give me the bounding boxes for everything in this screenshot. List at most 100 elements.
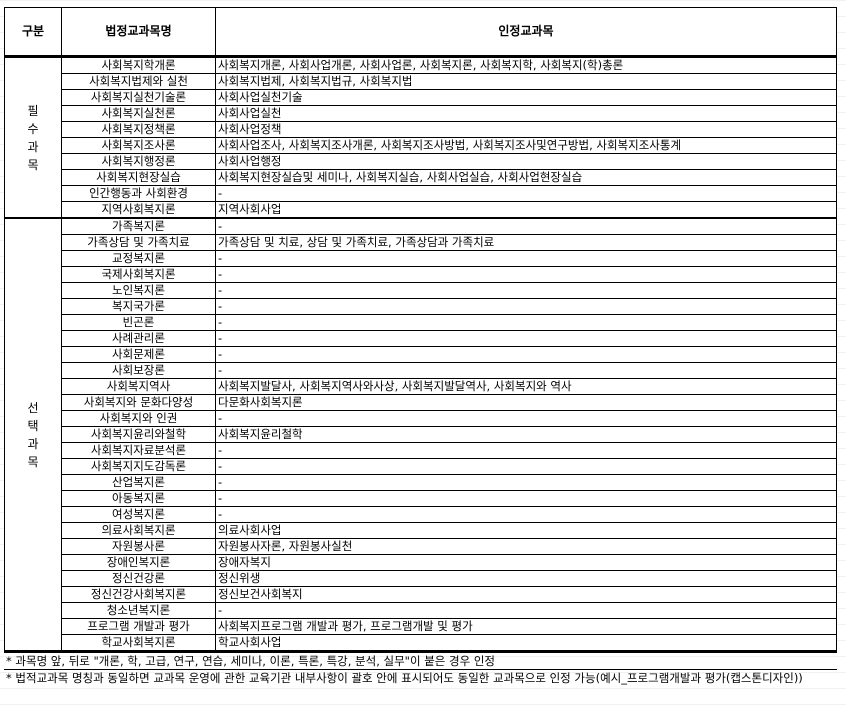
recognized-subjects-cell: - <box>215 217 837 235</box>
table-row: 정신건강론 정신위생 <box>5 570 837 587</box>
legal-subject-cell: 프로그램 개발과 평가 <box>61 618 216 635</box>
table-row: 사회복지행정론 사회사업행정 <box>5 153 837 170</box>
table-row: 정신건강사회복지론 정신보건사회복지 <box>5 586 837 603</box>
legal-subject-cell: 자원봉사론 <box>61 538 216 555</box>
recognized-subjects-cell: 사회사업행정 <box>215 153 837 170</box>
table-row: 사회복지현장실습 사회복지현장실습및 세미나, 사회복지실습, 사회사업실습, 사… <box>5 169 837 186</box>
legal-subject-cell: 인간행동과 사회환경 <box>61 185 216 202</box>
legal-subject-cell: 사회복지지도감독론 <box>61 458 216 475</box>
recognized-subjects-cell: - <box>215 282 837 299</box>
group-label-text: 필수과목 <box>27 103 39 172</box>
legal-subject-cell: 국제사회복지론 <box>61 266 216 283</box>
legal-subject-cell: 사회복지자료분석론 <box>61 442 216 459</box>
table-row: 빈곤론 - <box>5 314 837 331</box>
legal-subject-cell: 청소년복지론 <box>61 602 216 619</box>
legal-subject-cell: 복지국가론 <box>61 298 216 315</box>
table-row: 의료사회복지론 의료사회사업 <box>5 522 837 539</box>
recognized-subjects-cell: 정신위생 <box>215 570 837 587</box>
legal-subject-cell: 정신건강사회복지론 <box>61 586 216 603</box>
legal-subject-cell: 사회복지행정론 <box>61 153 216 170</box>
recognized-subjects-cell: 사회사업정책 <box>215 121 837 138</box>
recognized-subjects-cell: 다문화사회복지론 <box>215 394 837 411</box>
table-row: 사회복지역사 사회복지발달사, 사회복지역사와사상, 사회복지발달역사, 사회복지… <box>5 378 837 395</box>
recognized-subjects-cell: 사회사업조사, 사회복지조사개론, 사회복지조사방법, 사회복지조사및연구방법,… <box>215 137 837 154</box>
recognized-subjects-cell: - <box>215 330 837 347</box>
recognized-subjects-cell: 사회복지발달사, 사회복지역사와사상, 사회복지발달역사, 사회복지와 역사 <box>215 378 837 395</box>
table-row: 사회복지와 인권 - <box>5 410 837 427</box>
group-label-text: 선택과목 <box>27 400 39 469</box>
table-row: 아동복지론 - <box>5 490 837 507</box>
recognized-subjects-cell: 정신보건사회복지 <box>215 586 837 603</box>
legal-subject-cell: 아동복지론 <box>61 490 216 507</box>
table-row: 노인복지론 - <box>5 282 837 299</box>
table-row: 가족상담 및 가족치료 가족상담 및 치료, 상담 및 가족치료, 가족상담과 가… <box>5 234 837 251</box>
legal-subject-cell: 가족상담 및 가족치료 <box>61 234 216 251</box>
table-row: 사회복지지도감독론 - <box>5 458 837 475</box>
legal-subject-cell: 학교사회복지론 <box>61 634 216 651</box>
table-row: 장애인복지론 장애자복지 <box>5 554 837 571</box>
legal-subject-cell: 의료사회복지론 <box>61 522 216 539</box>
recognized-subjects-cell: 사회복지현장실습및 세미나, 사회복지실습, 사회사업실습, 사회사업현장실습 <box>215 169 837 186</box>
legal-subject-cell: 사회복지정책론 <box>61 121 216 138</box>
table-row: 프로그램 개발과 평가 사회복지프로그램 개발과 평가, 프로그램개발 및 평가 <box>5 618 837 635</box>
legal-subject-cell: 사회복지학개론 <box>61 56 216 74</box>
recognized-subjects-cell: - <box>215 185 837 202</box>
table-row: 사례관리론 - <box>5 330 837 347</box>
legal-subject-cell: 사회복지실천기술론 <box>61 89 216 106</box>
recognized-subjects-cell: - <box>215 602 837 619</box>
legal-subject-cell: 가족복지론 <box>61 217 216 235</box>
recognized-subjects-cell: - <box>215 362 837 379</box>
table-row: 사회보장론 - <box>5 362 837 379</box>
header-category: 구분 <box>4 7 62 57</box>
legal-subject-cell: 사회보장론 <box>61 362 216 379</box>
table-row: 사회복지정책론 사회사업정책 <box>5 121 837 138</box>
legal-subject-cell: 정신건강론 <box>61 570 216 587</box>
recognized-subjects-cell: 의료사회사업 <box>215 522 837 539</box>
note-2: * 법적교과목 명칭과 동일하면 교과목 운영에 관한 교육기관 내부사항이 괄… <box>6 671 803 685</box>
recognized-subjects-cell: 사회복지윤리철학 <box>215 426 837 443</box>
legal-subject-cell: 사회복지조사론 <box>61 137 216 154</box>
legal-subject-cell: 노인복지론 <box>61 282 216 299</box>
group-label: 필수과목 <box>4 56 62 219</box>
table-row: 교정복지론 - <box>5 250 837 267</box>
recognized-subjects-cell: 가족상담 및 치료, 상담 및 가족치료, 가족상담과 가족치료 <box>215 234 837 251</box>
legal-subject-cell: 사회복지와 인권 <box>61 410 216 427</box>
table-row: 사회문제론 - <box>5 346 837 363</box>
header-legal-subject: 법정교과목명 <box>61 7 216 57</box>
table-row: 인간행동과 사회환경 - <box>5 185 837 202</box>
recognized-subjects-cell: 학교사회사업 <box>215 634 837 651</box>
recognized-subjects-cell: 사회복지법제, 사회복지법규, 사회복지법 <box>215 73 837 90</box>
recognized-subjects-cell: - <box>215 490 837 507</box>
table-row: 사회복지조사론 사회사업조사, 사회복지조사개론, 사회복지조사방법, 사회복지조… <box>5 137 837 154</box>
legal-subject-cell: 사회복지실천론 <box>61 105 216 122</box>
legal-subject-cell: 여성복지론 <box>61 506 216 523</box>
legal-subject-cell: 교정복지론 <box>61 250 216 267</box>
legal-subject-cell: 사회복지역사 <box>61 378 216 395</box>
header-row: 구분 법정교과목명 인정교과목 <box>4 7 837 57</box>
recognized-subjects-cell: 지역사회사업 <box>215 201 837 219</box>
subject-table: 구분 법정교과목명 인정교과목 필수과목 사회복지학개론 사회복지개론, 사회사업개… <box>4 7 837 651</box>
legal-subject-cell: 사회복지와 문화다양성 <box>61 394 216 411</box>
recognized-subjects-cell: 자원봉사자론, 자원봉사실천 <box>215 538 837 555</box>
recognized-subjects-cell: - <box>215 506 837 523</box>
legal-subject-cell: 사회복지현장실습 <box>61 169 216 186</box>
notes: * 과목명 앞, 뒤로 "개론, 학, 고급, 연구, 연습, 세미나, 이론,… <box>4 650 837 686</box>
table-row: 국제사회복지론 - <box>5 266 837 283</box>
legal-subject-cell: 빈곤론 <box>61 314 216 331</box>
table-row: 사회복지실천론 사회사업실천 <box>5 105 837 122</box>
recognized-subjects-cell: - <box>215 346 837 363</box>
table-row: 여성복지론 - <box>5 506 837 523</box>
table-row: 자원봉사론 자원봉사자론, 자원봉사실천 <box>5 538 837 555</box>
legal-subject-cell: 지역사회복지론 <box>61 201 216 219</box>
legal-subject-cell: 사회복지법제와 실천 <box>61 73 216 90</box>
table-row: 사회복지실천기술론 사회사업실천기술 <box>5 89 837 106</box>
recognized-subjects-cell: 장애자복지 <box>215 554 837 571</box>
table-row: 산업복지론 - <box>5 474 837 491</box>
recognized-subjects-cell: 사회복지개론, 사회사업개론, 사회사업론, 사회복지론, 사회복지학, 사회복… <box>215 56 837 74</box>
legal-subject-cell: 사회문제론 <box>61 346 216 363</box>
recognized-subjects-cell: - <box>215 314 837 331</box>
legal-subject-cell: 산업복지론 <box>61 474 216 491</box>
table-row: 지역사회복지론 지역사회사업 <box>5 201 837 219</box>
recognized-subjects-cell: 사회사업실천기술 <box>215 89 837 106</box>
table-row: 사회복지와 문화다양성 다문화사회복지론 <box>5 394 837 411</box>
